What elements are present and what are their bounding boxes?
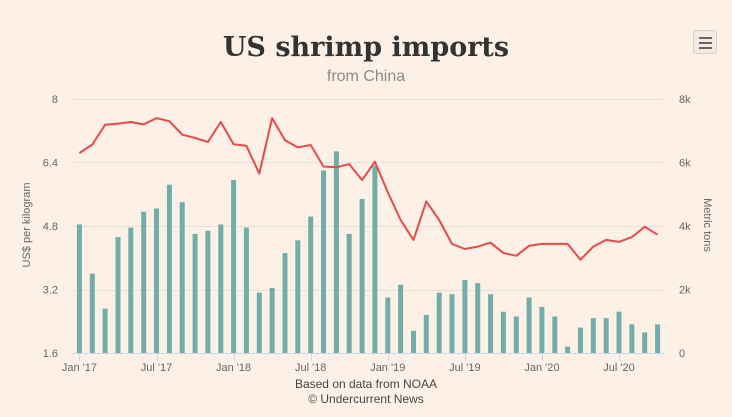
right-axis-tick-label: 6k (679, 158, 691, 170)
right-axis-tick-label: 2k (679, 285, 691, 297)
volume-bar (475, 283, 481, 353)
volume-bar (578, 327, 583, 353)
volume-bar (385, 297, 391, 353)
left-axis-tick-label: 6.4 (43, 158, 58, 170)
right-axis-tick-label: 0 (679, 348, 685, 360)
volume-bar (359, 199, 365, 353)
x-axis-tick-label: Jan '20 (524, 362, 559, 374)
price-series-line (78, 117, 659, 261)
volume-bar (346, 233, 352, 353)
right-axis-tick-label: 8k (679, 94, 691, 106)
volume-bar (243, 227, 249, 353)
right-axis-tick-label: 4k (679, 221, 691, 233)
volume-bar (333, 151, 339, 353)
source-line-2: © Undercurrent News (308, 392, 424, 406)
hamburger-menu-icon[interactable] (693, 30, 717, 54)
volume-bar (321, 170, 326, 353)
volume-bar (192, 233, 198, 353)
volume-bar (141, 211, 147, 353)
volume-bar (565, 346, 571, 353)
volume-bar (269, 287, 275, 353)
volume-bar (89, 273, 95, 353)
volume-bar (603, 318, 609, 353)
volume-bar (629, 324, 635, 353)
volume-bar (282, 253, 288, 353)
x-axis-tick-label: Jul '18 (295, 362, 326, 374)
x-axis-tick-label: Jan '18 (216, 362, 251, 374)
volume-bar (488, 294, 494, 353)
left-axis-title: US$ per kilogram (21, 183, 33, 268)
volume-bar (590, 318, 596, 353)
volume-bar (616, 311, 622, 353)
volume-bar (308, 216, 314, 353)
left-axis-tick-label: 1.6 (43, 348, 58, 360)
volume-bar (513, 316, 519, 353)
volume-bar (398, 284, 404, 353)
x-axis-tick-label: Jul '19 (449, 362, 480, 374)
volume-bar (218, 224, 224, 353)
volume-bar (154, 208, 159, 353)
volume-bar (539, 307, 545, 353)
volume-bar (128, 227, 134, 353)
left-axis-tick-label: 4.8 (43, 221, 58, 233)
x-axis-tick-label: Jan '17 (62, 362, 97, 374)
volume-bar (372, 165, 378, 353)
volume-bar (436, 292, 442, 353)
volume-bar (462, 280, 468, 353)
volume-bar (295, 240, 301, 353)
volume-bar (552, 316, 558, 353)
volume-bar (115, 237, 121, 353)
left-axis-tick-label: 8 (52, 94, 58, 106)
left-axis-tick-label: 3.2 (43, 285, 58, 297)
right-axis-title: Metric tons (701, 198, 713, 252)
source-line-1: Based on data from NOAA (295, 377, 437, 391)
x-axis-tick-label: Jan '19 (370, 362, 405, 374)
volume-bar (449, 294, 455, 353)
volume-bar (655, 324, 661, 353)
volume-bar (423, 314, 429, 353)
volume-bar (76, 224, 82, 353)
volume-bar (256, 292, 262, 353)
volume-bar (205, 230, 211, 353)
x-axis-tick-label: Jul '17 (141, 362, 172, 374)
volume-bar (166, 184, 172, 353)
volume-bar (231, 180, 237, 353)
volume-bar (411, 330, 416, 353)
volume-bar (526, 297, 532, 353)
chart-subtitle: from China (327, 68, 405, 85)
chart-title: US shrimp imports (223, 32, 509, 63)
volume-bar (179, 202, 185, 353)
x-axis-tick-label: Jul '20 (603, 362, 634, 374)
volume-bar (500, 311, 506, 353)
volume-bar (102, 308, 108, 353)
volume-bar (642, 332, 648, 353)
